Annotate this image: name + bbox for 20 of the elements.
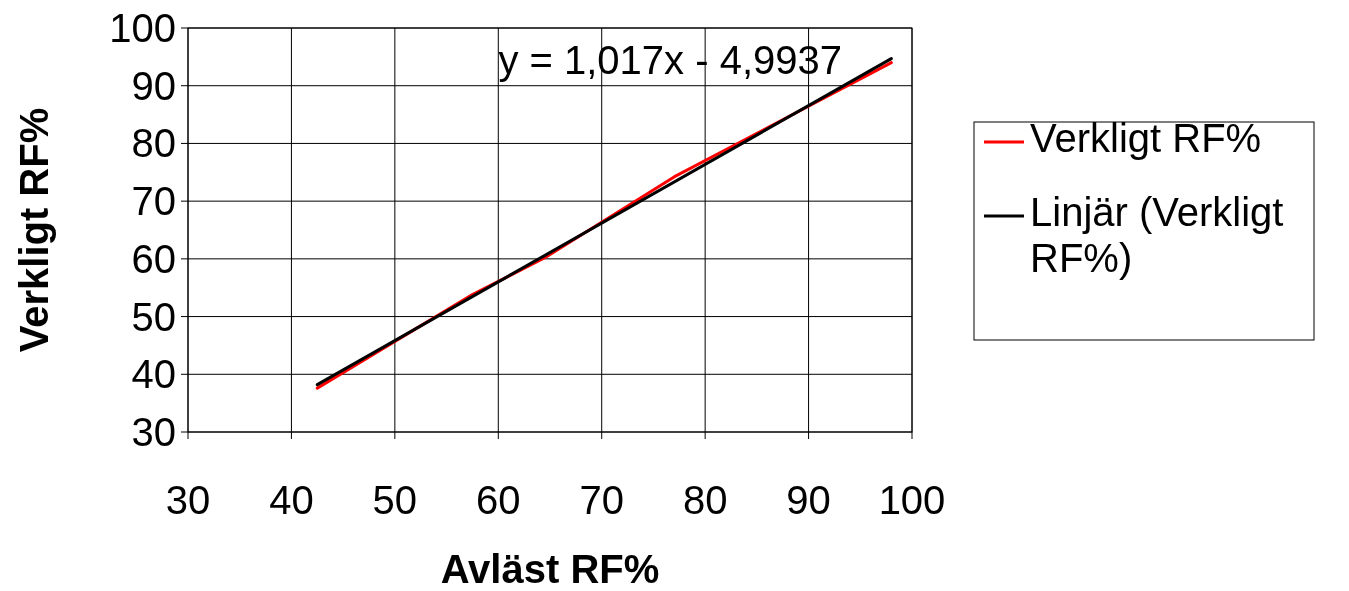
x-tick-label: 80 xyxy=(682,478,728,522)
y-tick-label: 40 xyxy=(131,352,176,397)
y-axis-title: Verkligt RF% xyxy=(12,107,56,353)
x-tick-label: 50 xyxy=(372,478,418,522)
x-tick-label: 100 xyxy=(878,478,946,522)
x-tick-label: 30 xyxy=(165,478,211,522)
y-tick-label: 80 xyxy=(131,121,176,166)
y-tick-label: 70 xyxy=(131,179,176,224)
y-tick-label: 60 xyxy=(131,236,176,281)
y-tick-label: 50 xyxy=(131,294,176,339)
x-tick-label: 40 xyxy=(269,478,314,522)
x-tick-label: 70 xyxy=(579,478,624,522)
y-tick-label: 90 xyxy=(131,63,176,108)
legend-label: Linjär (Verkligt RF%) xyxy=(1030,190,1284,280)
legend-label: Verkligt RF% xyxy=(1030,116,1262,160)
x-tick-label: 60 xyxy=(476,478,521,522)
x-axis-title: Avläst RF% xyxy=(440,547,660,591)
x-tick-label: 90 xyxy=(786,478,831,522)
y-tick-label: 100 xyxy=(109,6,176,50)
y-tick-label: 30 xyxy=(131,410,176,454)
